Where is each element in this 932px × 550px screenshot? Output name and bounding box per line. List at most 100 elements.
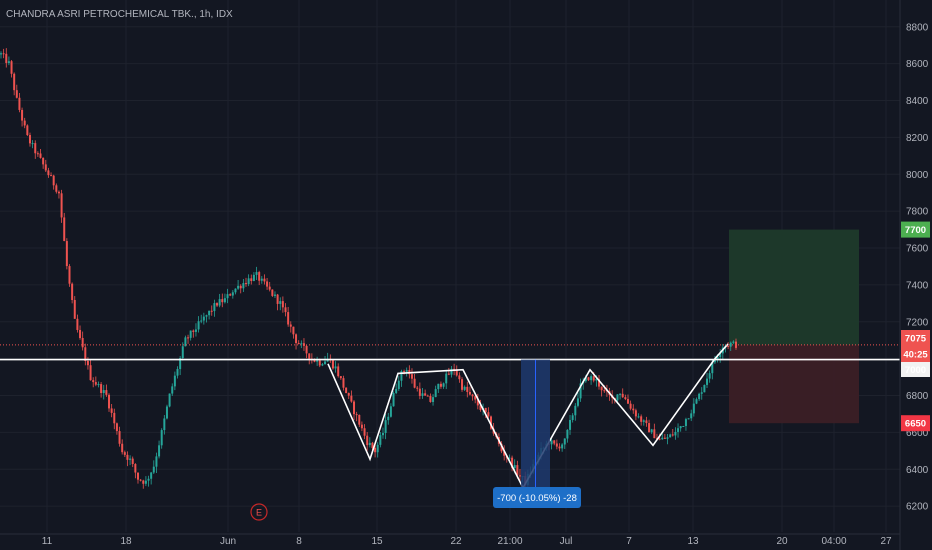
candle-body — [424, 393, 427, 396]
candle-body — [165, 406, 168, 419]
candle-body — [397, 380, 400, 389]
measure-label-background — [493, 487, 581, 508]
candle-body — [139, 479, 142, 481]
candle-body — [295, 334, 298, 344]
candle-body — [616, 394, 619, 401]
price-tick-label: 8200 — [906, 133, 929, 144]
candle-body — [379, 435, 382, 445]
price-tick-label: 7600 — [906, 244, 929, 255]
candle-body — [345, 387, 348, 394]
candle-body — [226, 294, 229, 299]
candle-body — [297, 343, 300, 345]
candle-body — [711, 362, 714, 374]
candle-body — [28, 135, 31, 144]
candle-body — [358, 414, 361, 425]
time-tick-label: 21:00 — [497, 536, 522, 547]
candle-body — [171, 386, 174, 394]
grid-lines — [0, 0, 900, 532]
candle-body — [692, 403, 695, 414]
candle-body — [719, 353, 722, 357]
price-tick-label: 8600 — [906, 59, 929, 70]
candle-body — [279, 301, 282, 304]
candle-body — [155, 456, 158, 467]
candle-body — [368, 442, 371, 446]
earnings-marker[interactable]: E — [250, 503, 268, 521]
price-tick-label: 7200 — [906, 317, 929, 328]
candle-body — [47, 170, 50, 176]
candle-body — [658, 438, 661, 440]
candle-body — [239, 285, 242, 289]
candle-body — [57, 191, 60, 194]
neckline-price-label-background — [901, 362, 930, 377]
candle-body — [260, 278, 263, 281]
stop-price-label-background — [901, 415, 930, 432]
candle-body — [208, 310, 211, 316]
candle-body — [590, 376, 593, 381]
earnings-marker-label: E — [256, 508, 262, 518]
candle-body — [574, 405, 577, 416]
candle-body — [10, 61, 13, 74]
candle-body — [44, 164, 47, 171]
candle-body — [2, 53, 5, 55]
candle-body — [416, 387, 419, 389]
candle-body — [31, 143, 34, 145]
candle-body — [592, 376, 595, 381]
candle-body — [555, 443, 558, 447]
candle-body — [255, 272, 258, 275]
candle-body — [553, 440, 556, 444]
candle-body — [102, 390, 105, 394]
candle-body — [598, 379, 601, 387]
price-tick-label: 6600 — [906, 428, 929, 439]
candle-body — [300, 343, 303, 345]
candle-body — [281, 301, 284, 308]
candle-body — [353, 401, 356, 415]
profit-target-zone — [729, 229, 859, 345]
candle-body — [650, 429, 653, 433]
time-axis[interactable]: 11 18 Jun 8 15 22 21:00 Jul 7 13 20 04:00 27 — [0, 533, 900, 547]
price-tick-label: 7800 — [906, 207, 929, 218]
candle-body — [210, 310, 213, 312]
candle-body — [677, 428, 680, 432]
time-tick-label: 20 — [776, 536, 788, 547]
horizontal-lines — [0, 344, 900, 361]
current-price-label: 7075 — [905, 334, 927, 345]
candle-body — [413, 378, 416, 388]
candle-body — [324, 361, 327, 365]
candle-body — [21, 109, 24, 121]
candle-body — [5, 53, 8, 63]
candle-body — [384, 420, 387, 433]
candle-body — [387, 416, 390, 421]
candle-body — [287, 312, 290, 325]
candle-body — [392, 393, 395, 407]
candle-body — [337, 366, 340, 377]
candle-body — [94, 382, 97, 385]
candle-body — [463, 386, 466, 390]
candle-body — [52, 175, 55, 186]
candle-body — [18, 97, 21, 110]
time-tick-label: 7 — [626, 536, 632, 547]
candle-body — [55, 185, 58, 192]
candle-body — [690, 413, 693, 419]
candle-body — [648, 423, 651, 433]
candle-body — [395, 388, 398, 394]
price-tick-label: 8000 — [906, 170, 929, 181]
candle-body — [434, 389, 437, 398]
measure-tool[interactable]: -700 (-10.05%) -28 — [493, 359, 581, 508]
candle-body — [187, 337, 190, 339]
candle-body — [276, 294, 279, 304]
time-tick-label: 15 — [371, 536, 383, 547]
candle-body — [571, 415, 574, 420]
candle-body — [429, 395, 432, 402]
position-zones — [729, 229, 859, 424]
candle-body — [34, 143, 37, 154]
candle-body — [366, 435, 369, 446]
candle-body — [640, 416, 643, 422]
candle-body — [216, 303, 219, 306]
candle-body — [76, 318, 79, 330]
candle-body — [471, 394, 474, 397]
candle-body — [110, 408, 113, 413]
candle-body — [603, 390, 606, 392]
candle-body — [474, 396, 477, 400]
candle-body — [173, 375, 176, 387]
